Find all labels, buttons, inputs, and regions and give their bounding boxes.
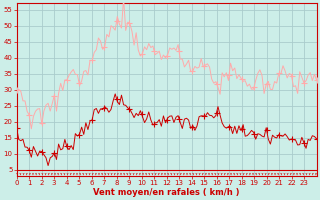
X-axis label: Vent moyen/en rafales ( km/h ): Vent moyen/en rafales ( km/h ) bbox=[93, 188, 240, 197]
